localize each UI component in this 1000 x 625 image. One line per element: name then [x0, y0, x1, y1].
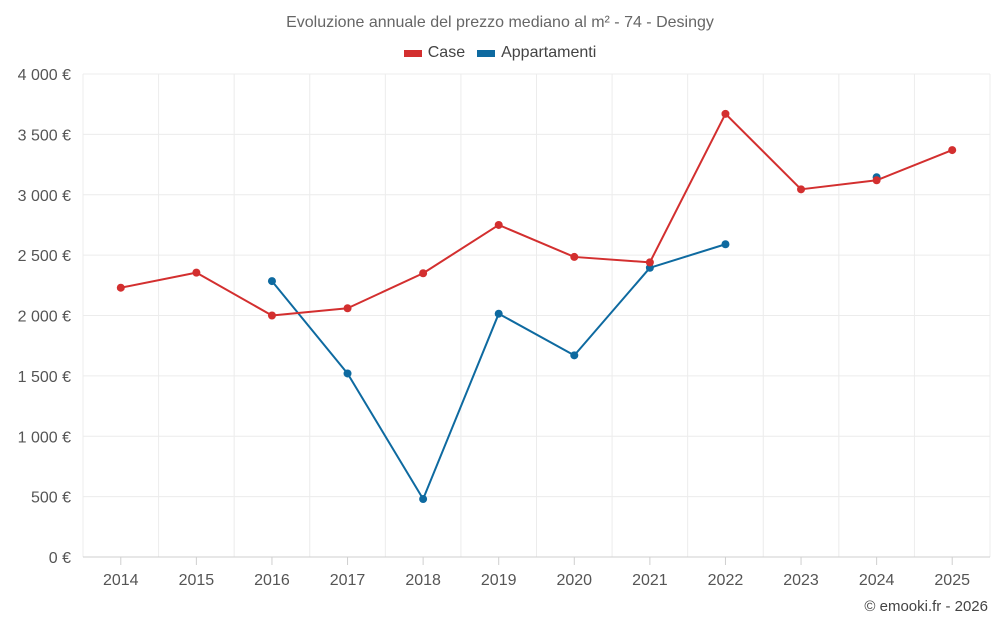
legend-swatch-appartamenti	[477, 49, 496, 57]
data-point-appartamenti	[721, 240, 730, 249]
y-tick-label: 4 000 €	[18, 67, 71, 84]
y-tick-label: 2 500 €	[18, 248, 71, 265]
data-point-case	[192, 268, 201, 277]
data-point-case	[721, 109, 730, 118]
data-point-case	[419, 269, 428, 278]
data-point-case	[116, 283, 125, 292]
legend: Case Appartamenti	[0, 44, 1000, 62]
legend-label-appartamenti: Appartamenti	[501, 44, 597, 61]
data-point-case	[645, 258, 654, 267]
grid-layer	[82, 73, 991, 558]
data-point-case	[343, 304, 352, 313]
x-tick-label: 2020	[556, 572, 592, 589]
data-point-case	[494, 220, 503, 229]
data-point-appartamenti	[419, 495, 428, 504]
legend-item-case[interactable]: Case	[403, 44, 466, 62]
x-tick-label: 2025	[934, 572, 970, 589]
axis-layer: 0 € 500 € 1 000 € 1 500 € 2 000 € 2 500 € 3 00…	[18, 67, 990, 589]
data-point-case	[797, 185, 806, 194]
series-layer	[116, 109, 957, 504]
y-tick-label: 1 500 €	[18, 369, 71, 386]
data-point-case	[267, 311, 276, 320]
data-point-appartamenti	[343, 369, 352, 378]
x-tick-label: 2021	[632, 572, 668, 589]
x-tick-label: 2024	[859, 572, 895, 589]
data-point-case	[948, 146, 957, 155]
y-tick-label: 0 €	[49, 550, 71, 567]
data-point-appartamenti	[267, 277, 276, 286]
x-tick-label: 2018	[405, 572, 441, 589]
x-tick-label: 2014	[103, 572, 139, 589]
legend-label-case: Case	[427, 44, 466, 61]
legend-swatch-case	[403, 49, 422, 57]
y-tick-label: 1 000 €	[18, 429, 71, 446]
x-tick-label: 2015	[179, 572, 215, 589]
series-line-appartamenti	[271, 243, 726, 501]
data-point-appartamenti	[494, 309, 503, 318]
credit-text: © emooki.fr - 2026	[864, 598, 988, 615]
y-tick-label: 500 €	[31, 490, 71, 507]
x-tick-label: 2023	[783, 572, 819, 589]
chart-title: Evoluzione annuale del prezzo mediano al…	[286, 14, 714, 31]
x-tick-label: 2017	[330, 572, 366, 589]
x-tick-label: 2019	[481, 572, 517, 589]
series-line-case	[120, 112, 953, 317]
x-tick-label: 2016	[254, 572, 290, 589]
y-tick-label: 3 000 €	[18, 188, 71, 205]
data-point-case	[872, 176, 881, 185]
data-point-case	[570, 252, 579, 261]
y-tick-label: 2 000 €	[18, 309, 71, 326]
y-tick-label: 3 500 €	[18, 127, 71, 144]
legend-item-appartamenti[interactable]: Appartamenti	[477, 44, 596, 62]
data-point-appartamenti	[570, 351, 579, 360]
x-tick-label: 2022	[708, 572, 744, 589]
